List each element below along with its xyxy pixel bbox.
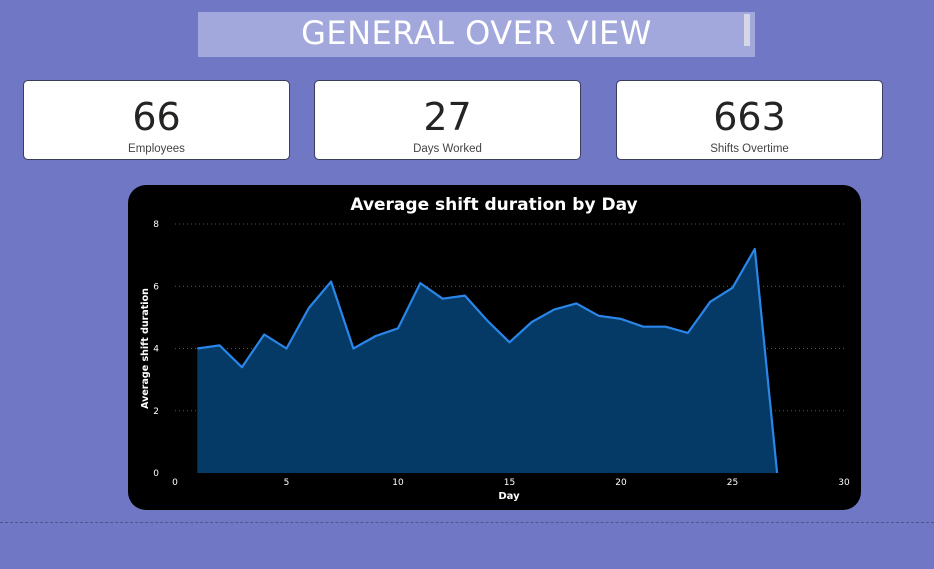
- x-tick-label: 5: [284, 478, 290, 488]
- days-worked-value: 27: [423, 95, 472, 139]
- x-tick-label: 10: [392, 478, 404, 488]
- x-axis-label: Day: [498, 491, 520, 502]
- y-axis-label: Average shift duration: [140, 288, 151, 409]
- chart-canvas: Average shift duration by Day 0 2 4 6 8 0 5 10 15…: [140, 195, 850, 502]
- shifts-overtime-label: Shifts Overtime: [710, 143, 789, 155]
- y-tick-label: 6: [153, 282, 159, 292]
- title-scrollbar[interactable]: [744, 14, 750, 46]
- days-worked-label: Days Worked: [413, 143, 482, 155]
- shifts-overtime-value: 663: [713, 95, 786, 139]
- y-tick-label: 2: [153, 407, 159, 417]
- x-tick-label: 15: [504, 478, 515, 488]
- shifts-overtime-card[interactable]: 663 Shifts Overtime: [616, 80, 883, 160]
- x-tick-label: 0: [172, 478, 178, 488]
- employees-card[interactable]: 66 Employees: [23, 80, 290, 160]
- y-tick-label: 0: [153, 469, 159, 479]
- x-tick-label: 30: [838, 478, 850, 488]
- x-tick-label: 20: [615, 478, 627, 488]
- days-worked-card[interactable]: 27 Days Worked: [314, 80, 581, 160]
- employees-value: 66: [132, 95, 181, 139]
- page-title-bar: GENERAL OVER VIEW: [198, 12, 755, 57]
- employees-label: Employees: [128, 143, 185, 155]
- chart-title: Average shift duration by Day: [350, 195, 637, 215]
- shift-duration-chart[interactable]: Average shift duration by Day 0 2 4 6 8 0 5 10 15…: [128, 185, 861, 510]
- y-tick-label: 8: [153, 220, 159, 230]
- x-tick-label: 25: [727, 478, 738, 488]
- page-title: GENERAL OVER VIEW: [301, 14, 652, 52]
- series-area: [197, 248, 778, 473]
- y-tick-label: 4: [153, 345, 159, 355]
- page-divider: [0, 522, 934, 523]
- series-line: [197, 247, 779, 474]
